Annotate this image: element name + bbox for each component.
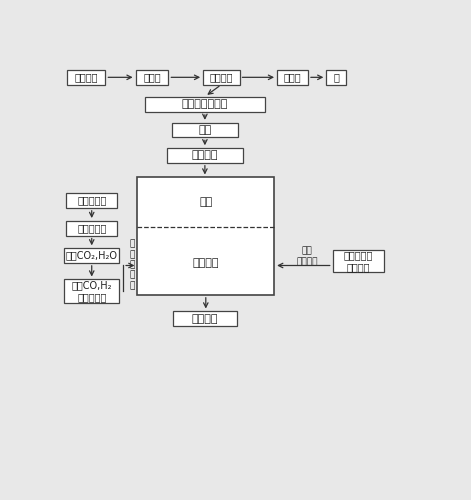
Text: 水: 水: [333, 72, 339, 83]
Text: 生物质粉体: 生物质粉体: [77, 196, 106, 205]
Text: 混合制取生球团: 混合制取生球团: [182, 100, 228, 110]
Text: 提
供
还
原
剂: 提 供 还 原 剂: [129, 240, 135, 290]
Text: 预热: 预热: [199, 197, 212, 207]
Text: 脱除CO₂,H₂O: 脱除CO₂,H₂O: [66, 250, 118, 260]
Text: 白云石: 白云石: [143, 72, 161, 83]
Text: 筛分: 筛分: [198, 125, 211, 135]
Bar: [333, 250, 384, 272]
Bar: [136, 70, 169, 84]
Text: 直接还原: 直接还原: [193, 258, 219, 268]
Bar: [172, 123, 238, 138]
Text: 富含CO,H₂
还原性气体: 富含CO,H₂ 还原性气体: [72, 280, 112, 302]
Bar: [64, 280, 120, 302]
Text: 提供
外加热源: 提供 外加热源: [296, 246, 318, 266]
Text: 还原产品: 还原产品: [192, 314, 218, 324]
Text: 铁矿石粉: 铁矿石粉: [74, 72, 98, 83]
Bar: [277, 70, 308, 84]
Bar: [64, 248, 120, 263]
Text: 膨润土: 膨润土: [284, 72, 301, 83]
Bar: [66, 221, 117, 236]
Bar: [167, 148, 243, 163]
Bar: [67, 70, 106, 84]
Text: 生物质粉: 生物质粉: [210, 72, 233, 83]
Bar: [326, 70, 346, 84]
Text: 生物质粉体
高温燃烧: 生物质粉体 高温燃烧: [343, 250, 373, 272]
Bar: [203, 70, 240, 84]
Text: 催化气化炉: 催化气化炉: [77, 223, 106, 233]
Bar: [173, 312, 237, 326]
Bar: [138, 178, 274, 295]
Text: 合格生球: 合格生球: [192, 150, 218, 160]
Bar: [66, 193, 117, 208]
Bar: [145, 96, 265, 112]
